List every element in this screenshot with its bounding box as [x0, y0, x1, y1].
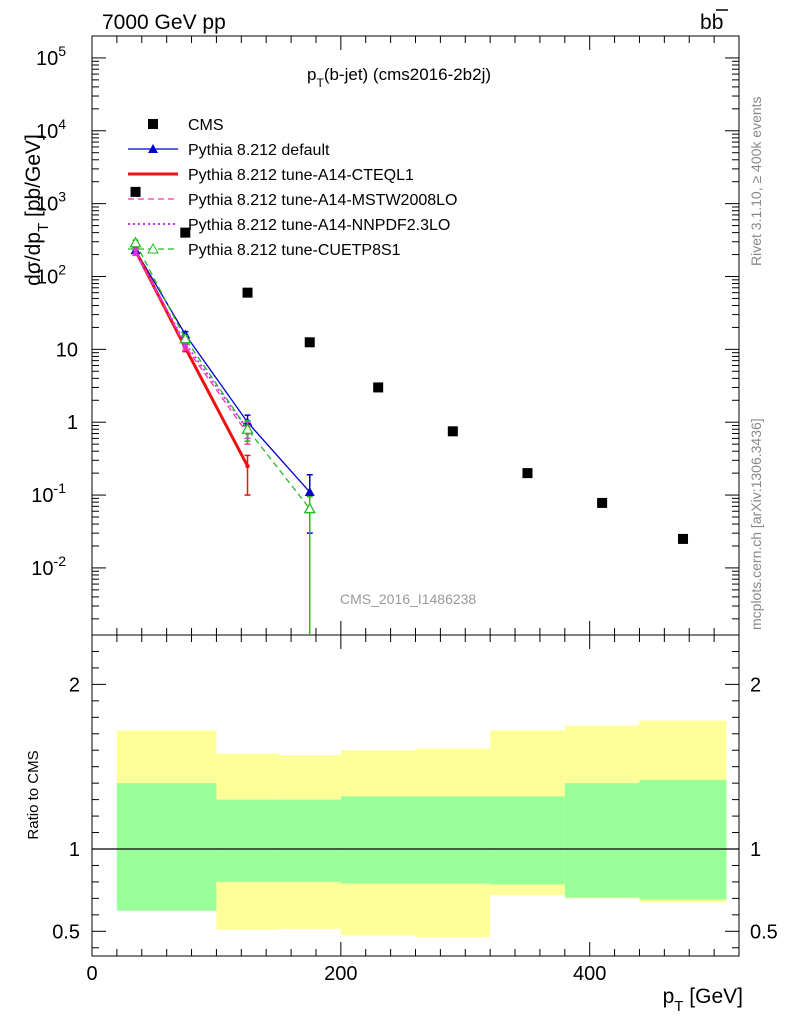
- ratio-bands: [116, 720, 727, 938]
- main-y-tick-label: 1: [67, 412, 78, 434]
- ratio-inner-band-bin: [216, 799, 279, 882]
- main-axes: 10-2 10-1 1 10 102 103 104 105: [31, 35, 740, 635]
- ratio-inner-band-bin: [340, 796, 416, 884]
- series-marker: [129, 236, 142, 248]
- series-marker: [245, 463, 250, 469]
- rivet-version-label: Rivet 3.1.10, ≥ 400k events: [748, 96, 764, 266]
- ratio-y-tick-label: 1: [69, 839, 80, 861]
- main-y-tick-label: 10-2: [31, 553, 66, 580]
- legend-entry-label: Pythia 8.212 tune-A14-CTEQL1: [188, 167, 414, 184]
- cms-data-point: [130, 186, 141, 197]
- legend-swatch-cms: [148, 119, 158, 129]
- cms-data-point: [597, 497, 608, 508]
- cms-data-point: [304, 337, 315, 348]
- series-marker: [179, 332, 192, 344]
- main-y-axis-label: dσ/dpT [pb/GeV]: [22, 134, 52, 286]
- x-tick-label: 200: [324, 963, 357, 985]
- legend-entry-label: CMS: [188, 117, 224, 134]
- legend-entry-label: Pythia 8.212 tune-A14-MSTW2008LO: [188, 192, 457, 209]
- legend-entry-label: Pythia 8.212 default: [188, 142, 330, 159]
- ratio-y-tick-label: 2: [69, 674, 80, 696]
- cms-data-point: [180, 227, 191, 238]
- legend-swatch-marker: [148, 144, 158, 153]
- ratio-y-tick-label-right: 1: [750, 839, 761, 861]
- main-y-tick-label: 102: [36, 261, 66, 288]
- series-line: [134, 242, 311, 510]
- cms-points: [130, 186, 689, 544]
- x-tick-label: 0: [86, 963, 97, 985]
- cms-data-point: [522, 468, 533, 479]
- ratio-inner-band-bin: [490, 796, 565, 885]
- series-layer: [129, 236, 316, 635]
- legend-entry-label: Pythia 8.212 tune-A14-NNPDF2.3LO: [188, 217, 450, 234]
- ratio-inner-band-bin: [564, 783, 640, 898]
- main-y-tick-label: 104: [36, 116, 66, 143]
- ratio-inner-band-bin: [415, 796, 491, 884]
- series-marker: [304, 487, 315, 497]
- ratio-y-tick-label-right: 2: [750, 674, 761, 696]
- ratio-inner-band-bin: [116, 783, 217, 911]
- series-marker: [133, 250, 138, 255]
- legend-swatch-marker: [147, 242, 159, 254]
- main-y-tick-label: 105: [36, 43, 66, 70]
- ratio-y-axis-label: Ratio to CMS: [25, 750, 42, 839]
- cms-data-point: [373, 382, 384, 393]
- plot-title: pT(b-jet) (cms2016-2b2j): [307, 65, 491, 90]
- cms-data-point: [678, 533, 689, 544]
- ratio-axes: 0 200 400 0.5 0.5 1 1 2 2: [52, 635, 778, 985]
- legend: CMS Pythia 8.212 default Pythia 8.212 tune…: [128, 117, 457, 259]
- analysis-watermark: CMS_2016_I1486238: [340, 591, 476, 607]
- main-y-tick-label: 10: [56, 339, 78, 361]
- collision-energy-label: 7000 GeV pp: [102, 11, 226, 34]
- main-y-tick-label: 10-1: [31, 480, 66, 507]
- series-line: [134, 249, 311, 493]
- ratio-inner-band-bin: [278, 799, 341, 882]
- x-tick-label: 400: [573, 963, 606, 985]
- mcplots-reference-label: mcplots.cern.ch [arXiv:1306.3436]: [748, 418, 764, 630]
- legend-entry-label: Pythia 8.212 tune-CUETP8S1: [188, 242, 401, 259]
- x-axis-label: pT [GeV]: [663, 985, 743, 1015]
- cms-data-point: [242, 287, 253, 298]
- ratio-y-tick-label: 0.5: [52, 921, 80, 943]
- series-marker: [303, 502, 316, 514]
- ratio-y-tick-label-right: 0.5: [750, 921, 778, 943]
- process-label: bb: [700, 11, 723, 34]
- cms-data-point: [447, 426, 458, 437]
- main-y-tick-label: 103: [36, 189, 66, 216]
- series-marker: [241, 422, 254, 434]
- ratio-inner-band-bin: [639, 779, 727, 900]
